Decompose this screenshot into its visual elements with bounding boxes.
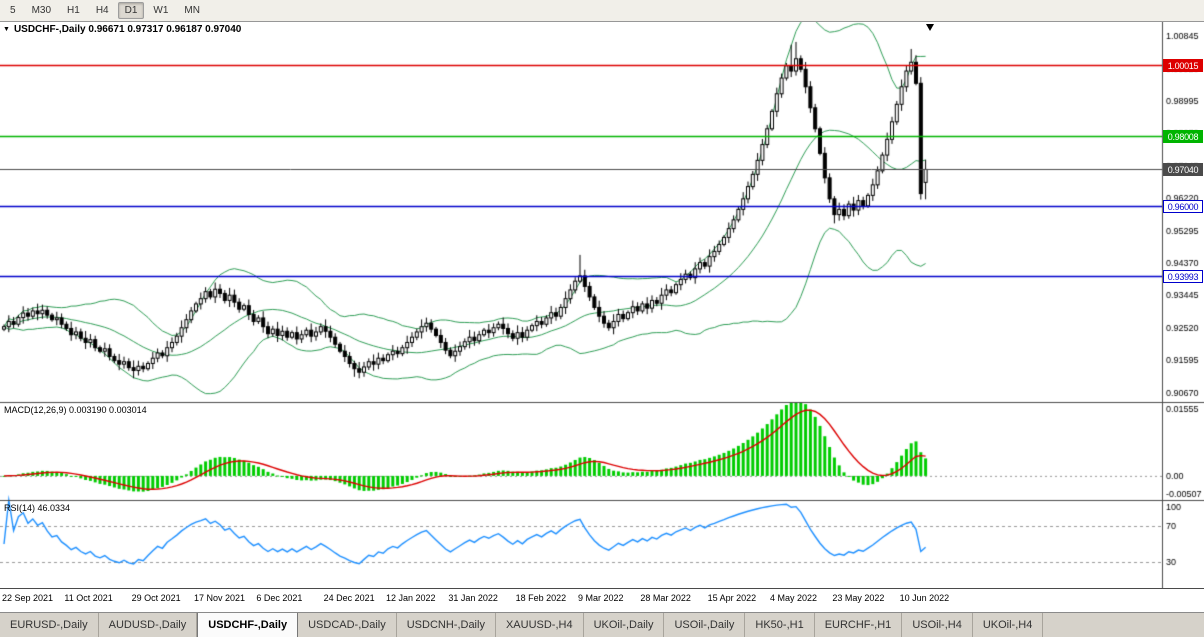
- date-label: 23 May 2022: [832, 593, 885, 603]
- date-label: 15 Apr 2022: [707, 593, 757, 603]
- timeframe-button-h1[interactable]: H1: [67, 5, 80, 16]
- chart-tab-xauusd-h4[interactable]: XAUUSD-,H4: [496, 613, 584, 637]
- chart-area: ▼ USDCHF-,Daily 0.96671 0.97317 0.96187 …: [0, 22, 1204, 588]
- date-label: 22 Sep 2021: [2, 593, 54, 603]
- rsi-indicator-label: RSI(14) 46.0334: [4, 503, 71, 513]
- chart-tab-audusd-daily[interactable]: AUDUSD-,Daily: [99, 613, 198, 637]
- price-badge: 0.96000: [1163, 199, 1203, 213]
- chart-tab-usdcnh-daily[interactable]: USDCNH-,Daily: [397, 613, 496, 637]
- macd-indicator-label: MACD(12,26,9) 0.003190 0.003014: [4, 405, 147, 415]
- date-label: 9 Mar 2022: [578, 593, 624, 603]
- chart-tab-usoil-daily[interactable]: USOil-,Daily: [664, 613, 746, 637]
- date-label: 6 Dec 2021: [256, 593, 303, 603]
- chart-title-text: USDCHF-,Daily 0.96671 0.97317 0.96187 0.…: [13, 24, 242, 35]
- price-badge: 1.00015: [1163, 59, 1203, 73]
- date-label: 10 Jun 2022: [899, 593, 950, 603]
- price-badge: 0.97040: [1163, 163, 1203, 177]
- timeframe-button-mn[interactable]: MN: [184, 5, 200, 16]
- timeframe-button-m30[interactable]: M30: [31, 5, 52, 16]
- date-label: 28 Mar 2022: [640, 593, 691, 603]
- date-label: 11 Oct 2021: [64, 593, 113, 603]
- price-badge: 0.93993: [1163, 270, 1203, 284]
- date-label: 31 Jan 2022: [448, 593, 498, 603]
- chart-tab-usdchf-daily[interactable]: USDCHF-,Daily: [197, 613, 299, 637]
- date-label: 18 Feb 2022: [515, 593, 567, 603]
- chart-tab-usdcad-daily[interactable]: USDCAD-,Daily: [298, 613, 397, 637]
- chart-tab-hk50-h1[interactable]: HK50-,H1: [745, 613, 815, 637]
- timeframe-button-5[interactable]: 5: [10, 5, 16, 16]
- chart-tab-ukoil-h4[interactable]: UKOil-,H4: [973, 613, 1044, 637]
- price-badge: 0.98008: [1163, 129, 1203, 143]
- date-label: 17 Nov 2021: [194, 593, 246, 603]
- chart-tab-eurchf-h1[interactable]: EURCHF-,H1: [815, 613, 903, 637]
- chart-title: ▼ USDCHF-,Daily 0.96671 0.97317 0.96187 …: [3, 24, 241, 35]
- timeframe-button-h4[interactable]: H4: [95, 5, 109, 16]
- date-label: 12 Jan 2022: [386, 593, 436, 603]
- chart-tab-usoil-h4[interactable]: USOil-,H4: [902, 613, 973, 637]
- timeframe-button-d1[interactable]: D1: [117, 2, 145, 19]
- price-chart-canvas[interactable]: [0, 22, 1204, 588]
- chart-tab-eurusd-daily[interactable]: EURUSD-,Daily: [0, 613, 99, 637]
- chart-tab-ukoil-daily[interactable]: UKOil-,Daily: [584, 613, 665, 637]
- chart-tabs-bar: EURUSD-,Daily AUDUSD-,Daily USDCHF-,Daily U…: [0, 612, 1204, 637]
- time-axis[interactable]: 22 Sep 2021 11 Oct 2021 29 Oct 2021 17 Nov …: [0, 588, 1204, 612]
- chart-shift-marker-icon: [926, 24, 934, 31]
- date-label: 4 May 2022: [770, 593, 818, 603]
- symbol-dropdown-icon[interactable]: ▼: [3, 25, 10, 33]
- timeframe-toolbar: 5 M30 H1 H4 D1 W1 MN: [0, 0, 1204, 22]
- timeframe-button-w1[interactable]: W1: [153, 5, 169, 16]
- date-label: 29 Oct 2021: [131, 593, 181, 603]
- date-label: 24 Dec 2021: [323, 593, 375, 603]
